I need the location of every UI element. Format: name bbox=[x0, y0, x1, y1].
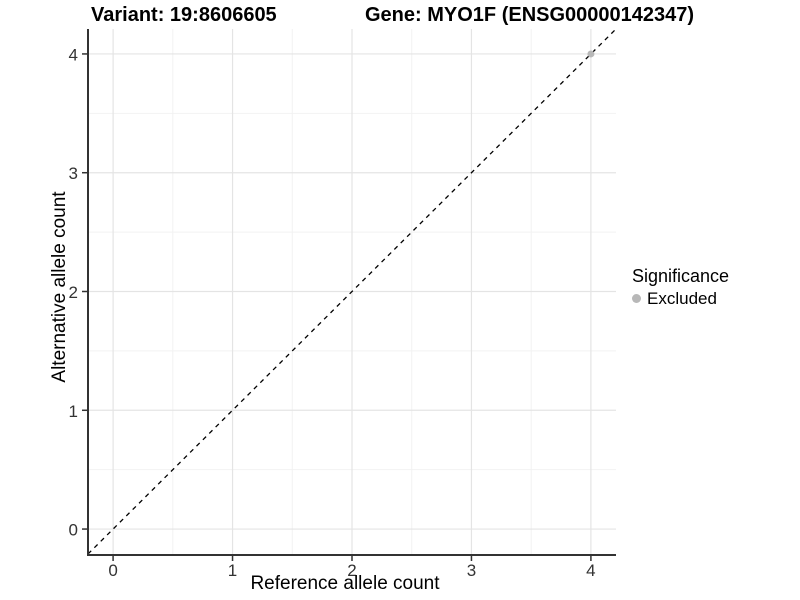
y-axis-tick-label: 1 bbox=[69, 402, 78, 421]
y-axis-tick-label: 3 bbox=[69, 164, 78, 183]
x-axis-tick-label: 3 bbox=[467, 561, 476, 580]
x-axis-tick-label: 2 bbox=[347, 561, 356, 580]
excluded-point-icon bbox=[632, 294, 641, 303]
y-axis-tick-label: 4 bbox=[69, 45, 78, 64]
data-point bbox=[587, 50, 595, 58]
y-axis-tick-label: 0 bbox=[69, 521, 78, 540]
y-axis-title: Alternative allele count bbox=[49, 191, 70, 383]
legend-entry-label: Excluded bbox=[647, 289, 717, 308]
legend-title: Significance bbox=[632, 266, 730, 286]
legend: Significance Excluded bbox=[632, 266, 729, 308]
y-axis-tick-label: 2 bbox=[69, 283, 78, 302]
gene-title: Gene: MYO1F (ENSG00000142347) bbox=[365, 4, 695, 26]
variant-title: Variant: 19:8606605 bbox=[91, 4, 277, 26]
legend-entry-excluded: Excluded bbox=[632, 289, 729, 308]
identity-line bbox=[87, 28, 617, 555]
x-axis-tick-label: 0 bbox=[108, 561, 117, 580]
x-axis-title: Reference allele count bbox=[250, 573, 440, 594]
x-axis-tick-label: 1 bbox=[228, 561, 237, 580]
x-axis-tick-label: 4 bbox=[586, 561, 595, 580]
